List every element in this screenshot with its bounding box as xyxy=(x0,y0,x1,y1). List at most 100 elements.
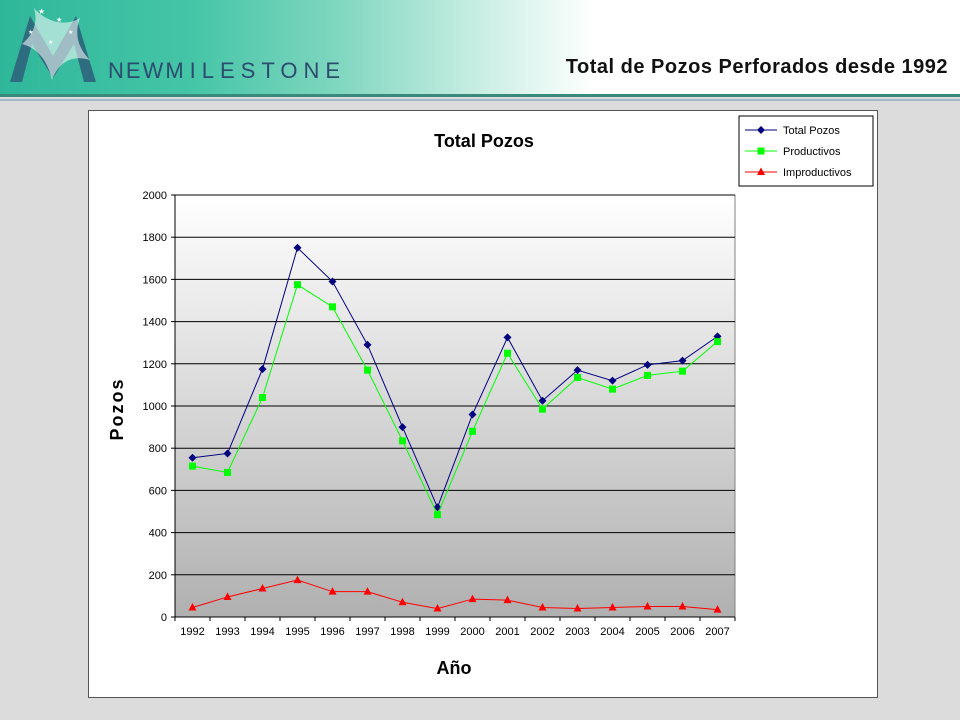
y-axis-title: Pozos xyxy=(107,377,127,440)
point-marker xyxy=(609,385,616,393)
legend-label: Productivos xyxy=(783,146,841,158)
x-tick-label: 2001 xyxy=(495,626,519,638)
point-marker xyxy=(363,340,372,349)
x-tick-label: 2004 xyxy=(600,626,624,638)
point-marker xyxy=(328,277,337,286)
svg-text:★: ★ xyxy=(48,39,53,46)
y-tick-label: 2000 xyxy=(143,190,167,202)
point-marker xyxy=(468,594,477,603)
y-tick-label: 1200 xyxy=(143,359,167,371)
point-marker xyxy=(608,603,617,611)
point-marker xyxy=(538,603,547,611)
legend-label: Total Pozos xyxy=(783,125,840,137)
x-tick-label: 1993 xyxy=(215,626,239,638)
point-marker xyxy=(644,371,651,379)
svg-text:★: ★ xyxy=(68,29,73,36)
point-marker xyxy=(573,366,582,375)
slide-title: Total de Pozos Perforados desde 1992 xyxy=(565,56,948,78)
milestone-logo-icon: ★ ★ ★ ★ ★ xyxy=(10,7,96,82)
y-tick-label: 1400 xyxy=(143,317,167,329)
header-divider-secondary xyxy=(0,99,960,101)
gridlines xyxy=(175,194,735,576)
point-marker xyxy=(188,453,197,462)
point-marker xyxy=(189,462,196,470)
header-banner: ★ ★ ★ ★ ★ NEWMILESTONE Total de Pozos Pe… xyxy=(0,0,960,96)
point-marker xyxy=(223,449,232,458)
svg-text:★: ★ xyxy=(28,29,33,36)
x-tick-label: 2006 xyxy=(670,626,694,638)
point-marker xyxy=(643,601,652,610)
x-tick-label: 1997 xyxy=(355,626,379,638)
point-marker xyxy=(223,592,232,600)
x-tick-label: 2000 xyxy=(460,626,484,638)
header-divider xyxy=(0,94,960,97)
x-axis-title: Año xyxy=(437,658,472,678)
y-tick-label: 0 xyxy=(161,612,167,624)
x-tick-label: 2007 xyxy=(705,626,729,638)
x-tick-label: 2002 xyxy=(530,626,554,638)
x-tick-label: 1995 xyxy=(285,626,309,638)
point-marker xyxy=(258,365,267,374)
point-marker xyxy=(433,604,442,612)
point-marker xyxy=(503,595,512,604)
point-marker xyxy=(258,584,267,592)
point-marker xyxy=(329,303,336,311)
x-tick-label: 1999 xyxy=(425,626,449,638)
point-marker xyxy=(538,396,547,405)
y-tick-label: 400 xyxy=(149,528,167,540)
y-tick-label: 200 xyxy=(149,570,167,582)
series-productivos xyxy=(189,281,721,519)
y-tick-label: 1600 xyxy=(143,274,167,286)
point-marker xyxy=(188,603,197,611)
point-marker xyxy=(757,126,765,134)
x-tick-label: 1992 xyxy=(180,626,204,638)
series-improductivos xyxy=(188,575,722,613)
point-marker xyxy=(714,338,721,346)
svg-text:★: ★ xyxy=(56,16,62,24)
brand-new: NEW xyxy=(108,58,166,83)
brand-wordmark: NEWMILESTONE xyxy=(108,58,346,84)
point-marker xyxy=(679,367,686,375)
point-marker xyxy=(224,468,231,476)
brand-milestone: MILESTONE xyxy=(165,58,347,83)
point-marker xyxy=(757,167,765,175)
chart-frame: 0 200 400 600 800 1000 1200 1400 1600 1800 2000 19… xyxy=(88,110,878,698)
line-chart: 0 200 400 600 800 1000 1200 1400 1600 1800 2000 19… xyxy=(107,115,874,678)
point-marker xyxy=(363,587,372,595)
point-marker xyxy=(294,281,301,289)
x-tick-label: 2003 xyxy=(565,626,589,638)
series-line xyxy=(192,246,718,509)
x-tick-label: 1994 xyxy=(250,626,274,638)
point-marker xyxy=(259,394,266,402)
point-marker xyxy=(503,333,512,342)
y-tick-label: 1800 xyxy=(143,232,167,244)
legend-label: Improductivos xyxy=(783,167,852,179)
point-marker xyxy=(399,437,406,445)
point-marker xyxy=(469,427,476,435)
point-marker xyxy=(678,601,687,610)
x-tick-label: 2005 xyxy=(635,626,659,638)
series-group xyxy=(188,243,722,613)
chart-title: Total Pozos xyxy=(434,131,534,151)
point-marker xyxy=(398,597,407,606)
point-marker xyxy=(293,243,302,252)
x-tick-label: 1996 xyxy=(320,626,344,638)
x-tick-label: 1998 xyxy=(390,626,414,638)
series-line xyxy=(192,283,718,516)
point-marker xyxy=(678,356,687,365)
point-marker xyxy=(398,423,407,432)
point-marker xyxy=(574,374,581,382)
point-marker xyxy=(608,376,617,385)
point-marker xyxy=(539,405,546,413)
svg-text:★: ★ xyxy=(38,7,45,16)
y-axis: 0 200 400 600 800 1000 1200 1400 1600 1800 2000 xyxy=(143,190,176,624)
point-marker xyxy=(293,575,302,584)
y-tick-label: 1000 xyxy=(143,401,167,413)
point-marker xyxy=(328,587,337,595)
point-marker xyxy=(364,366,371,374)
point-marker xyxy=(757,147,765,155)
point-marker xyxy=(504,349,511,357)
point-marker xyxy=(468,410,477,419)
y-tick-label: 600 xyxy=(149,485,167,497)
y-tick-label: 800 xyxy=(149,443,167,455)
